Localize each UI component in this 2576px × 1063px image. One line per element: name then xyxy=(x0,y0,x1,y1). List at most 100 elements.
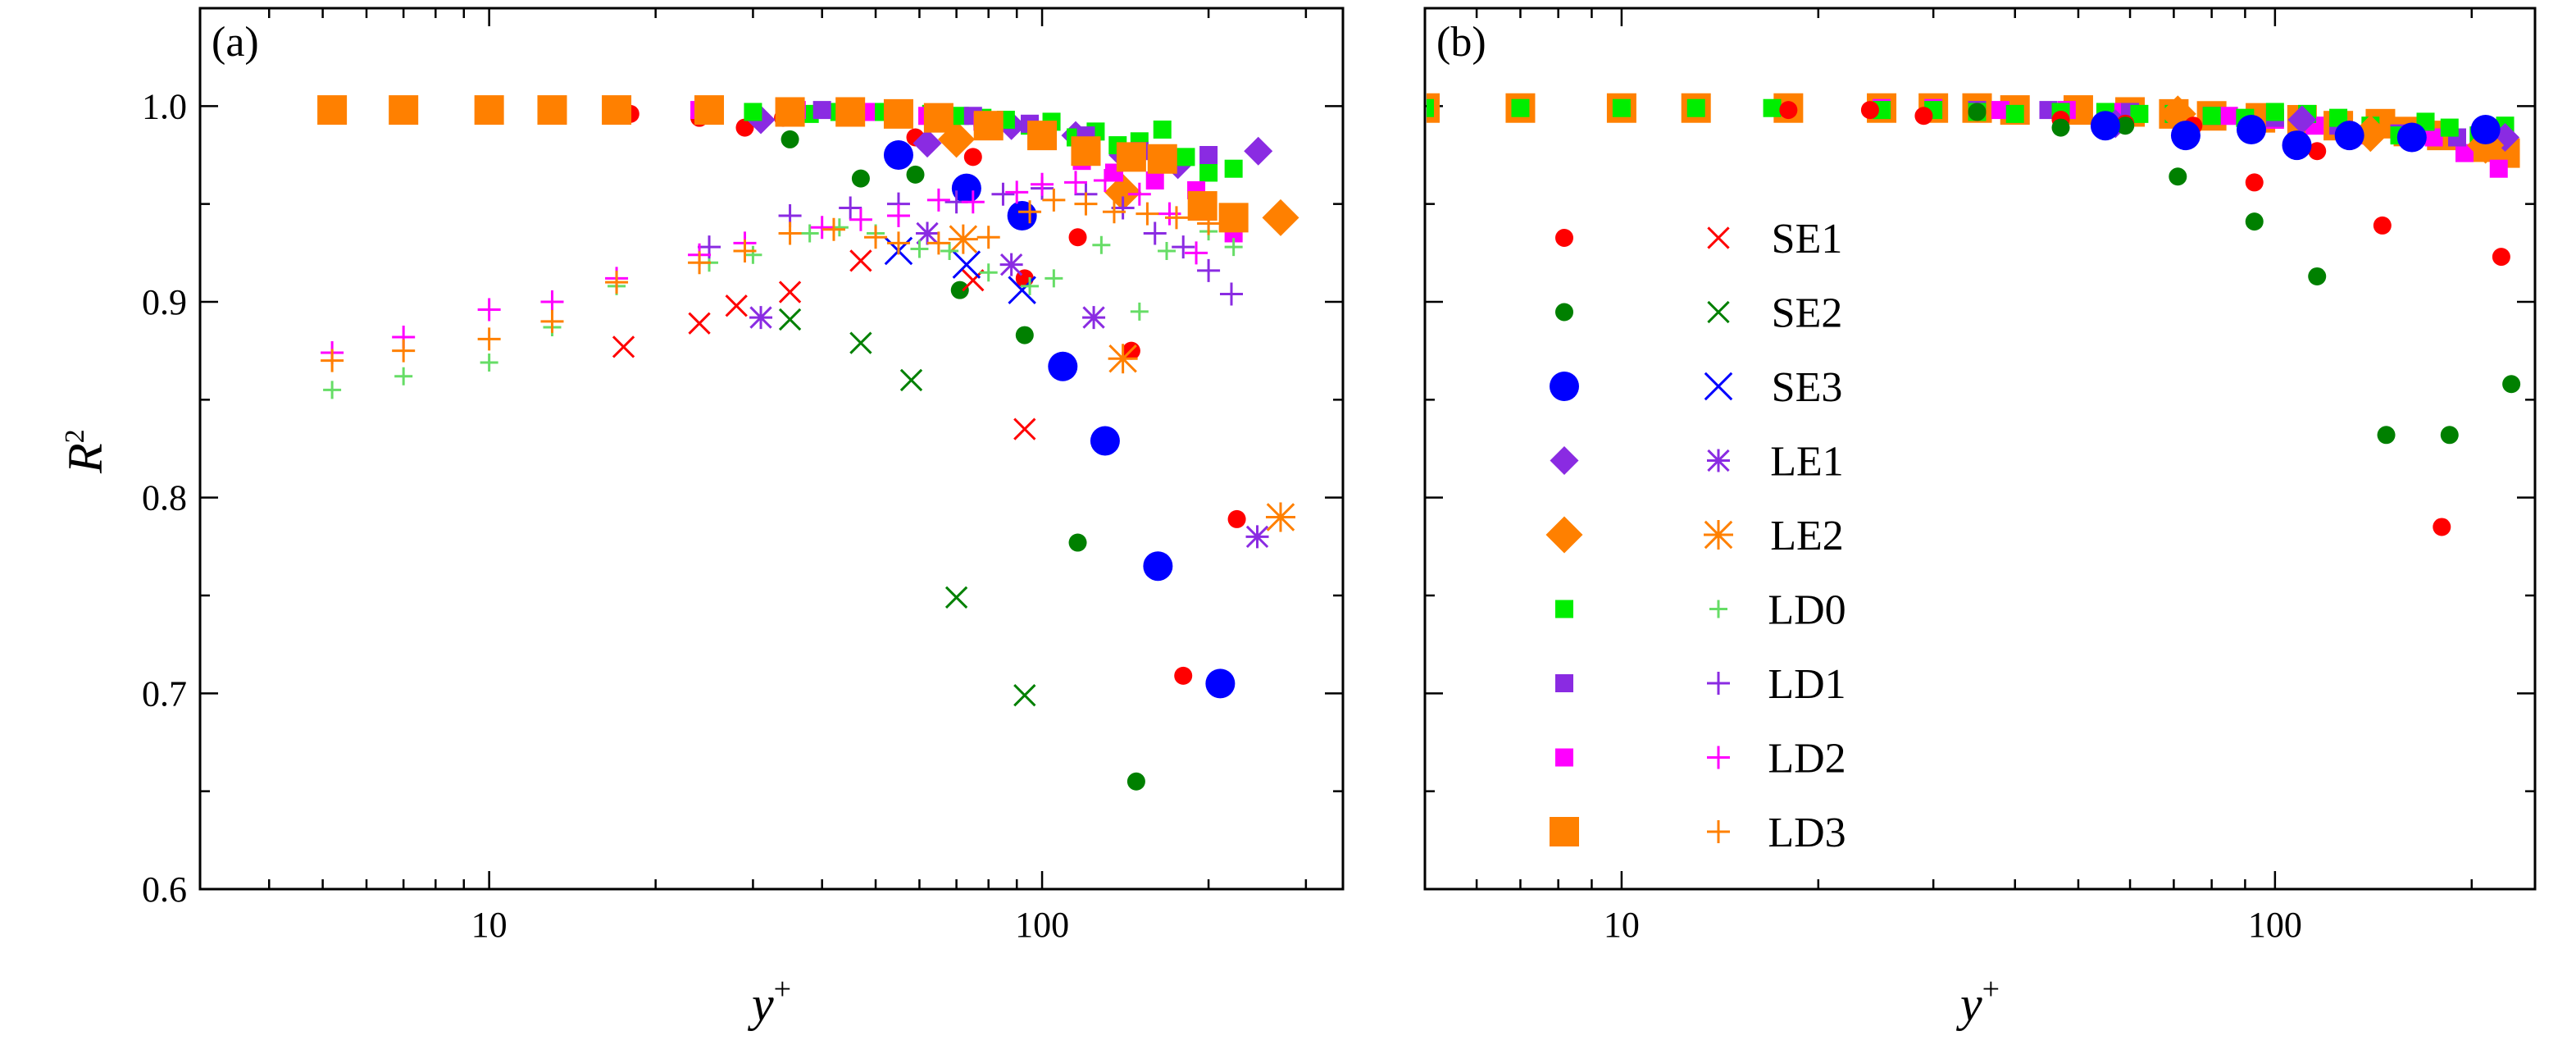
data-point xyxy=(389,95,419,125)
data-point xyxy=(1174,666,1193,685)
data-point xyxy=(1048,351,1078,381)
data-point xyxy=(1511,98,1530,117)
data-point xyxy=(317,95,348,125)
data-point xyxy=(800,224,819,243)
data-point xyxy=(1176,148,1195,167)
legend-filled-marker xyxy=(1555,674,1573,692)
data-point xyxy=(1164,206,1188,230)
legend: SE1 SE2 SE3 LE1 LE2 LD0 LD1 LD2 LD3 xyxy=(1545,216,1846,856)
data-point xyxy=(1218,203,1249,233)
data-point xyxy=(477,327,501,351)
data-point xyxy=(2440,118,2459,137)
legend-row: LD0 xyxy=(1555,587,1846,634)
y-axis-title-sup: 2 xyxy=(60,429,90,443)
series-se1-filled xyxy=(621,104,1246,685)
data-point xyxy=(2051,118,2070,137)
data-point xyxy=(781,130,799,148)
x-axis-ticks xyxy=(198,8,1308,889)
data-point xyxy=(1779,101,1798,120)
x-tick-label: 10 xyxy=(471,905,507,945)
data-point xyxy=(851,169,870,188)
data-point xyxy=(899,368,923,392)
data-point xyxy=(1136,202,1159,226)
series-se1-cross xyxy=(612,249,1036,440)
data-point xyxy=(1991,101,2009,120)
data-point xyxy=(1127,182,1151,206)
legend-open-marker xyxy=(1707,300,1730,324)
data-point xyxy=(835,97,866,127)
series-se2-filled xyxy=(1968,103,2521,445)
data-point xyxy=(2455,144,2474,162)
data-point xyxy=(2424,128,2443,147)
y-axis-title: R2 xyxy=(58,429,112,474)
data-point xyxy=(605,271,629,294)
legend-open-marker xyxy=(1709,600,1727,618)
series-se2-cross xyxy=(778,308,1036,707)
data-point xyxy=(1220,282,1244,306)
data-point xyxy=(744,103,762,121)
data-point xyxy=(1045,269,1063,288)
series-ld3-filled xyxy=(317,95,1249,233)
data-point xyxy=(2282,130,2312,161)
data-point xyxy=(778,281,802,303)
data-point xyxy=(1093,169,1117,193)
data-point xyxy=(1068,533,1087,552)
series-le1-star xyxy=(749,221,1269,549)
legend-filled-marker xyxy=(1550,446,1579,475)
legend-row: LE1 xyxy=(1550,439,1844,486)
data-point xyxy=(612,335,635,358)
data-point xyxy=(1199,146,1218,164)
data-point xyxy=(1227,509,1246,528)
panel-label: (a) xyxy=(212,19,259,66)
x-axis-ticks xyxy=(1423,8,2474,889)
data-point xyxy=(999,253,1023,276)
data-point xyxy=(1092,235,1111,254)
legend-filled-marker xyxy=(1555,748,1573,767)
data-point xyxy=(477,298,501,322)
data-point xyxy=(1427,98,1434,117)
series-ld3-plus xyxy=(321,188,1221,372)
data-point xyxy=(2470,114,2501,144)
data-point xyxy=(812,101,831,120)
data-point xyxy=(926,188,950,212)
data-point xyxy=(948,224,978,254)
panel-b: 10 100 y+ (b) SE1 SE2 SE3 LE1 LE2 LD0 LD1 LD2 LD3 xyxy=(1423,7,2537,1031)
data-point xyxy=(973,111,1004,141)
legend-open-marker xyxy=(1707,449,1730,472)
data-points xyxy=(1427,93,2521,536)
data-point xyxy=(688,251,712,275)
data-point xyxy=(394,367,413,386)
data-point xyxy=(1185,241,1208,265)
data-point xyxy=(1104,173,1142,211)
data-point xyxy=(1108,344,1138,374)
data-point xyxy=(2130,104,2149,123)
data-point xyxy=(602,95,632,125)
data-point xyxy=(1015,326,1034,344)
series-ld1-plus xyxy=(698,176,1244,306)
data-point xyxy=(2245,212,2264,231)
data-point xyxy=(886,231,910,255)
data-point xyxy=(775,97,805,127)
data-point xyxy=(1224,159,1243,178)
data-point xyxy=(778,221,802,245)
data-point xyxy=(392,339,416,363)
data-point xyxy=(1031,172,1054,196)
data-point xyxy=(2440,426,2459,445)
data-point xyxy=(2433,518,2451,536)
legend-row: SE2 xyxy=(1555,290,1842,337)
legend-row: SE1 xyxy=(1555,216,1842,262)
plot-frame xyxy=(198,7,1345,891)
data-point xyxy=(1090,426,1120,456)
data-point xyxy=(1064,171,1087,194)
data-point xyxy=(1126,772,1145,791)
series-se2-filled xyxy=(781,130,1145,791)
data-point xyxy=(2170,121,2201,151)
data-point xyxy=(1197,212,1221,235)
legend-row: SE3 xyxy=(1550,364,1842,411)
data-point xyxy=(1102,200,1126,224)
data-point xyxy=(2492,248,2510,267)
data-points xyxy=(317,95,1299,791)
x-axis-title: y+ xyxy=(747,972,791,1031)
legend-row: LE2 xyxy=(1545,513,1844,559)
legend-label: SE1 xyxy=(1772,216,1843,262)
